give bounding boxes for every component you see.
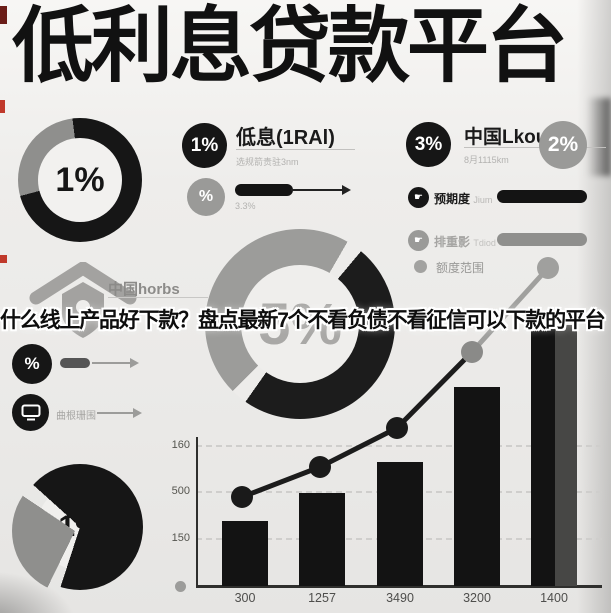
donut-chart-top-left: 1% <box>18 118 142 242</box>
donut-hole: 5% <box>241 265 359 383</box>
low-interest-badge: 1% <box>182 123 227 168</box>
low-interest-caption: 选规箭贵驻3nm <box>236 157 299 167</box>
percent-caption: 3.3% <box>235 201 256 211</box>
donut-value: 5% <box>258 291 342 357</box>
pointer-hand-icon: ☛ <box>408 230 429 251</box>
divider <box>236 149 355 150</box>
donut-chart-bottom-left: 1% <box>12 464 143 594</box>
small-pill <box>60 358 90 368</box>
bar <box>222 521 268 586</box>
bar <box>377 462 423 586</box>
monitor-badge <box>12 394 49 431</box>
y-axis-line <box>196 437 198 586</box>
bar <box>531 325 577 586</box>
line-marker <box>537 257 559 279</box>
line-marker <box>461 341 483 363</box>
y-tick-label: 150 <box>171 532 190 544</box>
bar <box>454 387 500 586</box>
bar <box>299 493 345 586</box>
right-edge-dark-blob <box>587 98 611 176</box>
china-badge: 3% <box>406 122 451 167</box>
origin-dot <box>175 581 186 592</box>
home-shield-icon <box>29 262 137 338</box>
x-tick-label: 300 <box>234 591 256 605</box>
page-title: 低利息贷款平台 <box>12 1 568 92</box>
headline-text: 什么线上产品好下款？盘点最新7个不看负债不看征信可以下款的平台 <box>0 309 606 332</box>
china-caption: 8月1115km <box>464 155 509 165</box>
y-tick-label: 500 <box>171 485 190 497</box>
x-tick-label: 3490 <box>386 591 414 605</box>
arrow-head-icon <box>130 358 139 368</box>
gridline <box>196 445 602 447</box>
pointer-hand-icon: ☛ <box>408 187 429 208</box>
x-tick-label: 3200 <box>463 591 491 605</box>
arrow-head-icon <box>342 185 351 195</box>
arrow-line <box>97 412 133 414</box>
x-axis-line <box>196 585 602 588</box>
divider <box>108 297 208 298</box>
divider <box>464 147 606 148</box>
legend-dot-icon <box>414 260 427 273</box>
line-marker <box>386 417 408 439</box>
legend-label: 额度范围 <box>436 261 485 275</box>
left-edge-red-tick-2 <box>0 255 7 263</box>
monitor-icon <box>21 404 40 421</box>
china-badge-right: 2% <box>539 121 587 169</box>
donut-hole: 1% <box>38 138 122 222</box>
donut-chart-center: 5% <box>205 229 395 419</box>
donut-value: 1% <box>55 160 105 199</box>
row-label: 预期度 Jium <box>434 190 492 207</box>
row-label-text: 排重影 <box>434 235 471 249</box>
left-edge-red-tick-1 <box>0 100 5 113</box>
row-label: 排重影 Tdiod <box>434 233 496 250</box>
progress-pill <box>235 184 293 196</box>
row-sub-text: Tdiod <box>473 238 496 248</box>
y-tick-label: 160 <box>171 439 190 451</box>
left-edge-dark-tick <box>0 6 7 24</box>
low-interest-title: 低息(1RAl) <box>236 127 335 149</box>
line-marker <box>231 486 253 508</box>
x-tick-label: 1400 <box>540 591 568 605</box>
headline-band: 什么线上产品好下款？盘点最新7个不看负债不看征信可以下款的平台 <box>0 299 611 339</box>
line-marker <box>309 456 331 478</box>
arrow-head-icon <box>133 408 142 418</box>
row-sub-text: Jium <box>473 195 493 205</box>
china-title: 中国Lkou <box>464 127 548 148</box>
donut-ring <box>17 464 143 590</box>
arrow-line <box>291 189 342 191</box>
percent-badge-left: % <box>12 344 52 384</box>
arrow-line <box>92 362 130 364</box>
row-label-text: 预期度 <box>434 192 471 206</box>
percent-badge: % <box>187 178 225 216</box>
bar-pill-black <box>497 190 587 203</box>
brand-label: 中国horbs <box>108 281 180 298</box>
monitor-caption: 曲根珊围 <box>56 411 96 422</box>
bar-pill-gray <box>497 233 587 246</box>
x-tick-label: 1257 <box>308 591 336 605</box>
